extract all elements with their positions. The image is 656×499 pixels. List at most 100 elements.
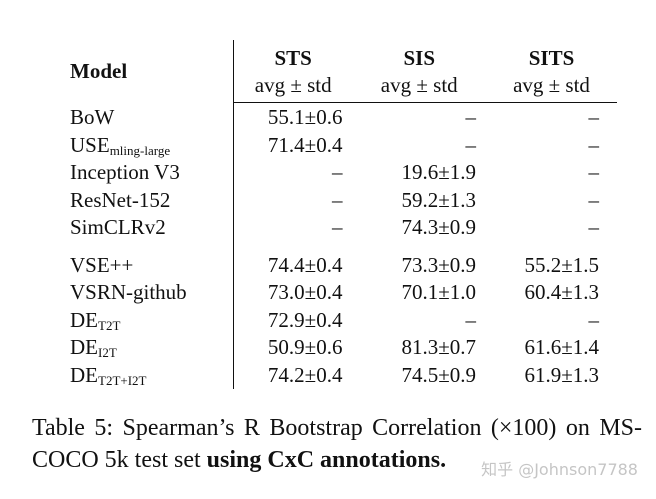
model-cell-text: DE (70, 362, 98, 387)
sts-cell-text: – (331, 160, 343, 184)
model-column-header: Model (70, 58, 128, 83)
sits-cell-text: – (588, 187, 600, 212)
sts-column-header: STS (232, 40, 353, 72)
sts-cell: 74.2±0.4 (232, 361, 353, 389)
sis-cell: – (352, 307, 486, 335)
sits-cell: – (486, 132, 617, 160)
table-row: DEI2T 50.9±0.6 81.3±0.7 61.6±1.4 (57, 334, 617, 362)
sts-cell: – (232, 159, 353, 187)
model-cell-text: DE (70, 307, 98, 332)
sis-cell-text: 73.3±0.9 (401, 252, 477, 277)
sis-cell-text: 81.3±0.7 (401, 335, 477, 359)
sis-cell: 81.3±0.7 (352, 334, 486, 362)
model-cell: SimCLRv2 (57, 214, 233, 242)
sits-cell: 61.6±1.4 (486, 334, 617, 362)
sits-cell: 61.9±1.3 (486, 362, 617, 390)
model-cell: DEI2T (57, 334, 233, 362)
sis-cell: – (352, 132, 486, 160)
sits-cell: – (486, 187, 617, 215)
sts-cell-text: 72.9±0.4 (267, 307, 343, 332)
model-cell-text: SimCLRv2 (70, 215, 166, 239)
table-row: SimCLRv2 – 74.3±0.9 – (57, 214, 617, 242)
section-gap (57, 241, 617, 252)
sts-cell: 50.9±0.6 (232, 334, 353, 362)
header-row-stats: avg ± std avg ± std avg ± std (57, 72, 617, 103)
table-row: Inception V3 – 19.6±1.9 – (57, 159, 617, 187)
sits-cell: 60.4±1.3 (486, 279, 617, 307)
sis-cell: 70.1±1.0 (352, 279, 486, 307)
gap-cell (352, 242, 486, 252)
sits-cell-text: 61.6±1.4 (524, 335, 599, 359)
model-cell: VSRN-github (57, 279, 233, 307)
sts-cell-text: 50.9±0.6 (267, 335, 343, 359)
model-cell: VSE++ (57, 252, 233, 280)
sts-cell: 73.0±0.4 (232, 279, 353, 307)
table-row: VSE++ 74.4±0.4 73.3±0.9 55.2±1.5 (57, 251, 617, 280)
model-cell-text: VSE++ (70, 252, 134, 277)
header-row-groups: Model STS SIS SITS (57, 40, 617, 83)
sits-cell: – (486, 159, 617, 187)
model-subscript: T2T+I2T (98, 372, 147, 388)
sis-cell: – (352, 103, 486, 132)
sis-column-header: SIS (403, 46, 435, 70)
model-cell-text: BoW (70, 104, 115, 129)
model-cell-text: DE (70, 335, 98, 359)
table-caption: Table 5: Spearman’s R Bootstrap Correlat… (32, 412, 642, 476)
model-cell: Inception V3 (57, 159, 233, 187)
sits-cell-text: 55.2±1.5 (524, 252, 599, 277)
sts-cell-text: – (331, 215, 343, 239)
sts-cell: 71.4±0.4 (232, 131, 353, 159)
sts-cell-text: 74.2±0.4 (267, 362, 343, 387)
sts-cell: – (232, 214, 353, 242)
sis-cell-text: 74.3±0.9 (401, 215, 477, 239)
gap-cell (232, 241, 353, 252)
model-cell-text: ResNet-152 (70, 187, 171, 212)
sis-cell-text: 59.2±1.3 (401, 187, 477, 212)
table-row: DET2T 72.9±0.4 – – (57, 306, 617, 335)
sits-cell-text: – (588, 105, 600, 129)
sis-cell: 74.3±0.9 (352, 214, 486, 242)
sits-stat-label: avg ± std (486, 72, 617, 103)
sits-cell-text: 61.9±1.3 (524, 362, 599, 387)
gap-cell (57, 242, 233, 252)
model-cell-text: USE (70, 132, 110, 157)
sis-cell: 74.5±0.9 (352, 362, 486, 390)
model-cell: USEmling-large (57, 132, 233, 160)
model-cell: DET2T (57, 307, 233, 335)
sis-cell-text: 70.1±1.0 (401, 280, 477, 304)
table-row: DET2T+I2T 74.2±0.4 74.5±0.9 61.9±1.3 (57, 361, 617, 390)
sits-cell: – (486, 103, 617, 132)
model-cell-text: VSRN-github (70, 280, 187, 304)
sts-stat-label: avg ± std (232, 72, 353, 103)
sits-cell: – (486, 214, 617, 242)
sis-cell-text: – (465, 132, 477, 157)
sis-cell: 19.6±1.9 (352, 159, 486, 187)
model-subscript: mling-large (109, 142, 171, 158)
sts-cell: 72.9±0.4 (232, 306, 353, 334)
sts-cell-text: 71.4±0.4 (267, 132, 343, 157)
sits-cell-text: – (588, 215, 600, 239)
table-row: ResNet-152 – 59.2±1.3 – (57, 186, 617, 215)
sits-cell: – (486, 307, 617, 335)
model-subscript: T2T (98, 317, 121, 333)
sits-column-header: SITS (528, 46, 575, 70)
sis-cell: 59.2±1.3 (352, 187, 486, 215)
results-table-wrapper: Model STS SIS SITS avg ± std avg ± std a… (57, 40, 617, 389)
model-cell: BoW (57, 103, 233, 132)
sis-stat-label: avg ± std (352, 72, 487, 103)
sits-cell-text: – (588, 160, 600, 184)
sits-cell-text: – (588, 132, 600, 157)
model-cell: DET2T+I2T (57, 362, 233, 390)
sis-cell-text: – (465, 307, 477, 332)
sts-cell-text: 74.4±0.4 (267, 252, 343, 277)
caption-text: Table 5: Spearman’s R Bootstrap Correlat… (32, 415, 642, 473)
model-cell-text: Inception V3 (70, 160, 180, 184)
caption-bold-text: using CxC annotations. (206, 447, 447, 473)
sits-cell-text: – (588, 307, 600, 332)
results-table: Model STS SIS SITS avg ± std avg ± std a… (57, 40, 617, 389)
sts-cell: 55.1±0.6 (232, 102, 353, 132)
table-body: BoW 55.1±0.6– – USEmling-large 71.4±0.4– – Inc… (57, 102, 617, 390)
sis-cell-text: – (465, 105, 477, 129)
sts-cell-text: 73.0±0.4 (267, 280, 343, 304)
sis-cell-text: 19.6±1.9 (401, 160, 477, 184)
